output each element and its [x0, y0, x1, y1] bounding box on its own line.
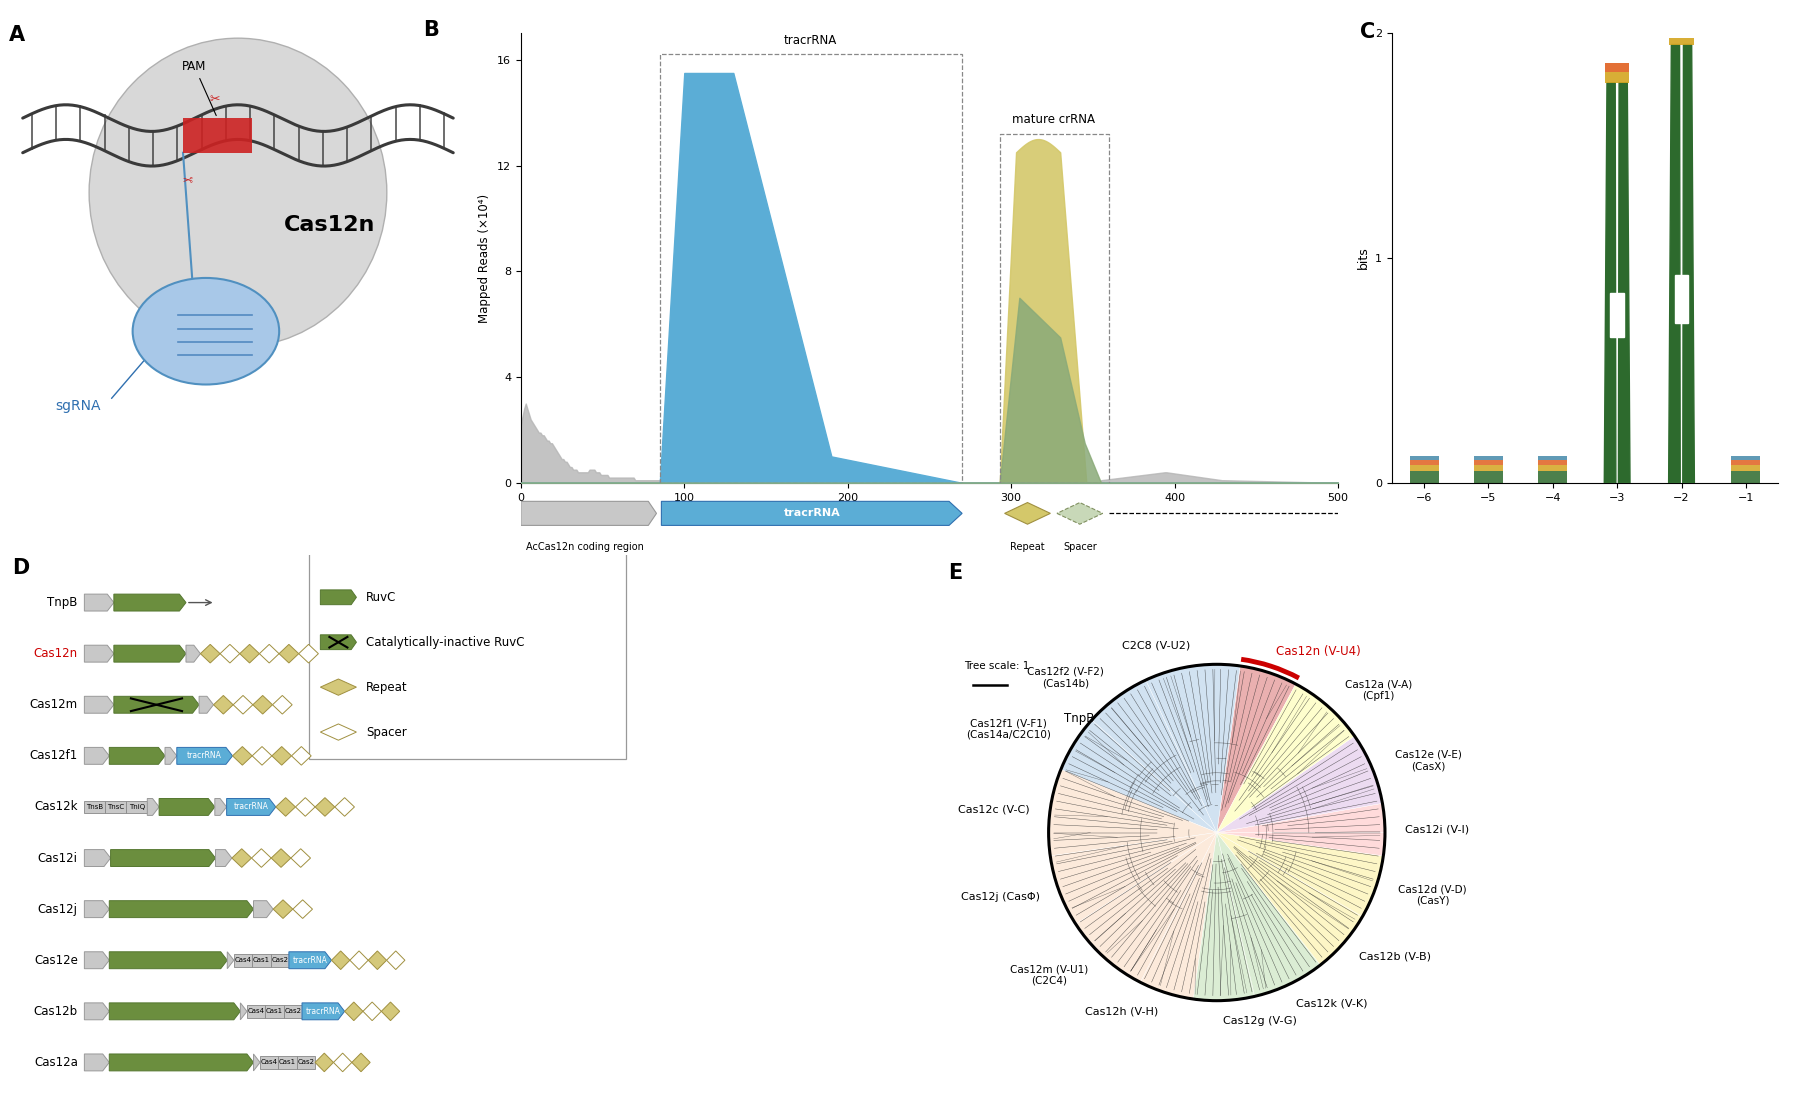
Text: tracrRNA: tracrRNA — [293, 956, 327, 965]
Text: B: B — [422, 20, 438, 40]
Polygon shape — [84, 951, 110, 969]
Polygon shape — [176, 747, 232, 765]
Polygon shape — [84, 696, 113, 714]
Text: RuvC: RuvC — [366, 591, 397, 604]
Bar — [1731, 471, 1760, 483]
Polygon shape — [111, 849, 216, 867]
Polygon shape — [314, 1053, 334, 1072]
Text: Cas12i: Cas12i — [38, 851, 77, 865]
Bar — [659, 54, 963, 483]
Wedge shape — [1218, 804, 1385, 832]
Bar — [251, 953, 271, 967]
Polygon shape — [1683, 44, 1694, 483]
Polygon shape — [296, 798, 314, 816]
Polygon shape — [273, 900, 293, 918]
Polygon shape — [381, 1002, 401, 1020]
Text: D: D — [13, 557, 29, 577]
Text: Catalytically-inactive RuvC: Catalytically-inactive RuvC — [366, 636, 524, 648]
Text: tracrRNA: tracrRNA — [783, 33, 837, 47]
Ellipse shape — [90, 38, 386, 347]
Bar — [183, 118, 251, 153]
Polygon shape — [113, 645, 187, 663]
Text: Cas12d (V-D)
(CasY): Cas12d (V-D) (CasY) — [1397, 885, 1467, 906]
Text: Cas4: Cas4 — [260, 1059, 278, 1066]
Polygon shape — [320, 679, 356, 695]
Polygon shape — [334, 1053, 352, 1072]
Bar — [1668, 38, 1694, 44]
Polygon shape — [1676, 274, 1688, 323]
Bar — [233, 953, 251, 967]
Text: PAM: PAM — [181, 60, 216, 115]
Text: Cas12e: Cas12e — [34, 953, 77, 967]
Wedge shape — [1218, 736, 1383, 832]
Text: Cas12f1 (V-F1)
(Cas14a/C2C10): Cas12f1 (V-F1) (Cas14a/C2C10) — [966, 718, 1051, 740]
Text: Cas12e (V-E)
(CasX): Cas12e (V-E) (CasX) — [1394, 750, 1462, 771]
Polygon shape — [84, 594, 113, 610]
Text: Cas1: Cas1 — [253, 957, 269, 963]
Text: Cas12f1: Cas12f1 — [29, 749, 77, 763]
Text: Cas12k (V-K): Cas12k (V-K) — [1297, 998, 1369, 1008]
Polygon shape — [278, 645, 298, 663]
Bar — [1475, 456, 1503, 460]
Polygon shape — [199, 696, 214, 714]
Polygon shape — [110, 1002, 241, 1020]
Text: Cas12i (V-I): Cas12i (V-I) — [1404, 825, 1469, 835]
Text: Cas12n: Cas12n — [34, 647, 77, 660]
Text: tracrRNA: tracrRNA — [233, 803, 269, 811]
Text: Cas2: Cas2 — [284, 1008, 302, 1015]
Bar — [1475, 471, 1503, 483]
Text: Cas4: Cas4 — [248, 1008, 264, 1015]
Polygon shape — [226, 798, 277, 816]
Text: Cas2: Cas2 — [298, 1059, 314, 1066]
Bar — [1475, 460, 1503, 465]
Polygon shape — [271, 747, 291, 765]
Text: TnsC: TnsC — [108, 804, 124, 810]
Bar — [1539, 460, 1568, 465]
Text: Repeat: Repeat — [1009, 543, 1045, 553]
Text: Cas12b: Cas12b — [34, 1005, 77, 1018]
Polygon shape — [233, 696, 253, 714]
Bar — [106, 800, 126, 814]
Text: TnsB: TnsB — [86, 804, 104, 810]
Polygon shape — [320, 724, 356, 740]
Text: Cas1: Cas1 — [266, 1008, 284, 1015]
Text: Cas1: Cas1 — [278, 1059, 296, 1066]
Polygon shape — [1004, 503, 1051, 524]
Wedge shape — [1146, 664, 1241, 832]
Polygon shape — [84, 1054, 110, 1071]
Polygon shape — [187, 645, 201, 663]
Ellipse shape — [133, 278, 278, 384]
Polygon shape — [239, 645, 259, 663]
Bar — [1475, 465, 1503, 471]
Text: Cas12j: Cas12j — [38, 902, 77, 916]
Text: Cas2: Cas2 — [271, 957, 287, 963]
Polygon shape — [253, 900, 273, 918]
Text: Cas4: Cas4 — [235, 957, 251, 963]
Wedge shape — [1140, 832, 1218, 999]
Polygon shape — [84, 849, 111, 867]
Polygon shape — [84, 747, 110, 765]
Polygon shape — [386, 951, 404, 969]
Text: Cas12g (V-G): Cas12g (V-G) — [1223, 1016, 1297, 1026]
Text: TnpB: TnpB — [1063, 712, 1094, 725]
Wedge shape — [1049, 769, 1218, 856]
Bar — [1731, 465, 1760, 471]
Text: Cas12j (CasΦ): Cas12j (CasΦ) — [961, 892, 1040, 902]
Bar — [1606, 62, 1629, 71]
Polygon shape — [253, 1054, 260, 1071]
Text: sgRNA: sgRNA — [56, 398, 101, 413]
Polygon shape — [334, 798, 354, 816]
Polygon shape — [110, 951, 228, 969]
Polygon shape — [113, 594, 187, 610]
Y-axis label: bits: bits — [1356, 246, 1370, 270]
Bar — [266, 1005, 284, 1018]
Polygon shape — [221, 645, 239, 663]
Polygon shape — [253, 696, 273, 714]
Text: C2C8 (V-U2): C2C8 (V-U2) — [1122, 640, 1191, 650]
Text: Cas12f2 (V-F2)
(Cas14b): Cas12f2 (V-F2) (Cas14b) — [1027, 667, 1105, 688]
Bar — [84, 800, 106, 814]
Text: mature crRNA: mature crRNA — [1013, 113, 1096, 125]
Polygon shape — [201, 645, 221, 663]
Polygon shape — [350, 951, 368, 969]
Polygon shape — [216, 849, 232, 867]
